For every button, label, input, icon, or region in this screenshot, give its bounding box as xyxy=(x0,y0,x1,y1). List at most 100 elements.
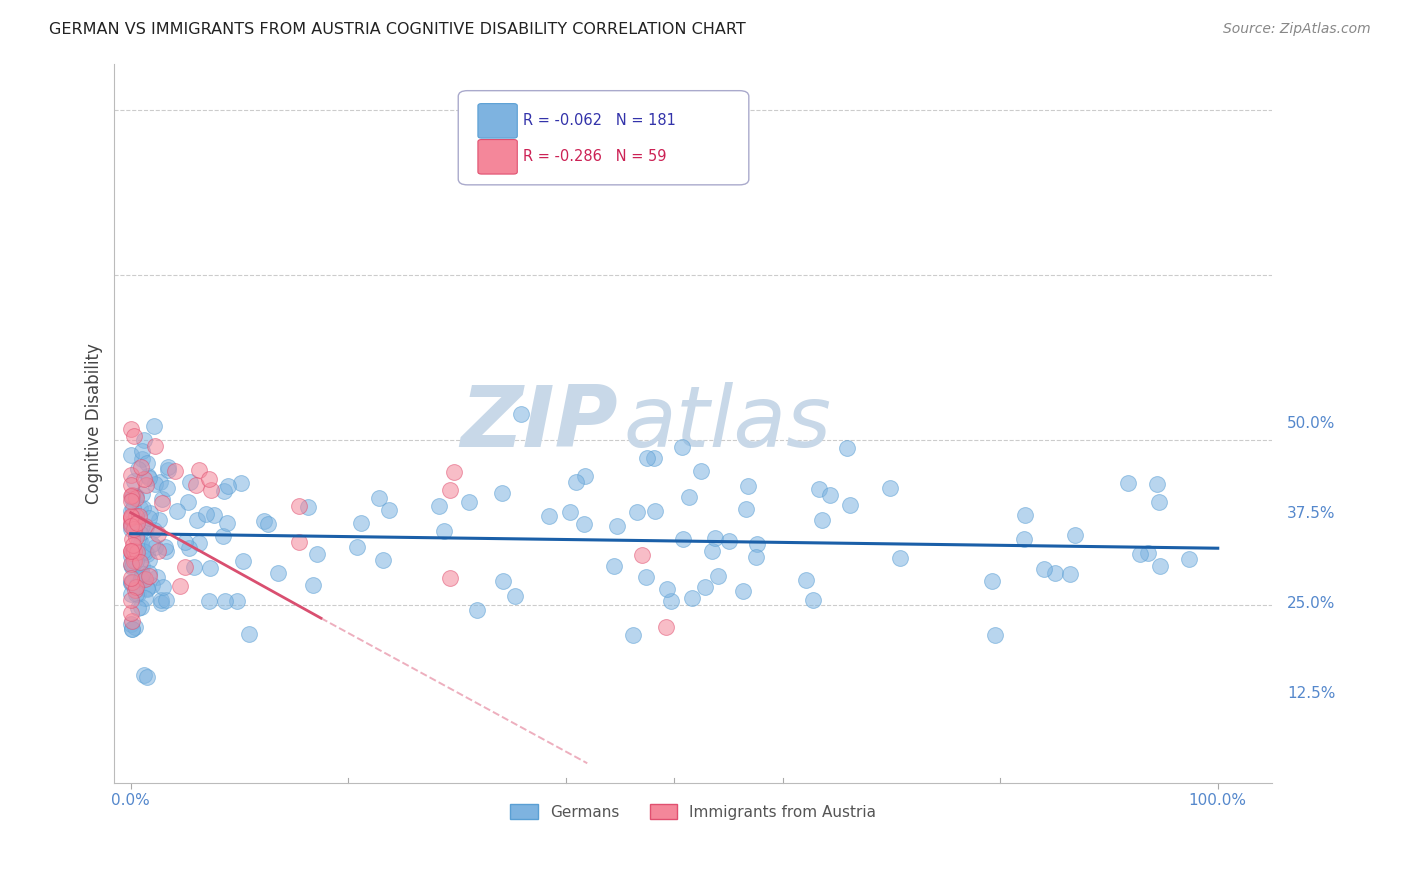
Point xyxy=(124,519,146,533)
Point xyxy=(143,524,166,538)
Point xyxy=(138,553,160,567)
Point xyxy=(131,559,153,574)
Point xyxy=(124,489,146,503)
Point xyxy=(574,468,596,483)
Point xyxy=(135,477,157,491)
Point xyxy=(129,526,152,541)
Point xyxy=(134,518,156,533)
Point xyxy=(139,506,162,520)
Point xyxy=(156,463,179,477)
Point xyxy=(125,545,148,559)
Point xyxy=(183,560,205,574)
Point xyxy=(131,487,153,501)
Point xyxy=(120,557,142,571)
Point xyxy=(146,544,169,558)
Point xyxy=(655,582,678,596)
Point xyxy=(120,448,142,462)
Point xyxy=(132,544,155,558)
Point xyxy=(121,615,143,629)
Point xyxy=(700,544,723,558)
Point xyxy=(288,534,311,549)
Point xyxy=(148,513,170,527)
Point xyxy=(980,574,1002,589)
Point xyxy=(143,439,166,453)
Point xyxy=(606,518,628,533)
Point xyxy=(131,567,153,582)
Point xyxy=(1116,475,1139,490)
Point xyxy=(177,494,200,508)
Point xyxy=(120,607,142,621)
Point xyxy=(120,489,142,503)
Point xyxy=(156,460,179,475)
Text: 25.0%: 25.0% xyxy=(1286,596,1336,611)
Point xyxy=(184,478,207,492)
Point xyxy=(138,569,160,583)
Point xyxy=(152,580,174,594)
Point xyxy=(492,574,515,589)
Point xyxy=(693,580,716,594)
Point xyxy=(120,544,142,558)
Point xyxy=(807,482,830,496)
Point xyxy=(704,531,727,545)
Point xyxy=(217,516,239,531)
Point xyxy=(138,511,160,525)
Point xyxy=(120,544,142,558)
Point xyxy=(120,518,142,533)
Text: R = -0.062   N = 181: R = -0.062 N = 181 xyxy=(523,112,676,128)
Point xyxy=(121,491,143,506)
Point xyxy=(143,541,166,555)
Point xyxy=(267,566,290,580)
Point xyxy=(672,532,695,546)
Point xyxy=(186,513,208,527)
Point xyxy=(177,541,200,556)
Point xyxy=(134,573,156,587)
Point xyxy=(134,472,156,486)
Point xyxy=(378,502,401,516)
Point xyxy=(745,549,768,564)
Point xyxy=(659,593,682,607)
Point xyxy=(1129,547,1152,561)
Point xyxy=(124,508,146,523)
Point xyxy=(132,668,155,682)
Point xyxy=(121,575,143,590)
Point xyxy=(349,516,371,531)
Point xyxy=(690,464,713,478)
Point xyxy=(681,591,703,606)
Point xyxy=(621,628,644,642)
Point xyxy=(150,496,173,510)
Point xyxy=(122,428,145,442)
Point xyxy=(179,475,201,489)
Point xyxy=(174,560,197,574)
Point xyxy=(297,500,319,514)
Point xyxy=(121,490,143,504)
Point xyxy=(136,547,159,561)
Point xyxy=(747,537,769,551)
Point xyxy=(187,462,209,476)
Point xyxy=(155,544,177,558)
Point xyxy=(214,483,236,498)
Point xyxy=(127,587,149,601)
Point xyxy=(636,570,658,584)
Point xyxy=(121,488,143,502)
Point xyxy=(165,464,187,478)
Point xyxy=(121,560,143,574)
Text: Source: ZipAtlas.com: Source: ZipAtlas.com xyxy=(1223,22,1371,37)
Point xyxy=(149,596,172,610)
Point xyxy=(141,578,163,592)
Point xyxy=(120,587,142,601)
Point xyxy=(735,502,758,516)
Point xyxy=(121,532,143,546)
Point xyxy=(125,489,148,503)
Point xyxy=(125,548,148,562)
Point xyxy=(134,545,156,559)
Point xyxy=(195,507,218,521)
Point xyxy=(214,594,236,608)
Point xyxy=(135,581,157,595)
Point xyxy=(1043,566,1066,581)
Point xyxy=(146,570,169,584)
Point xyxy=(121,501,143,516)
Point xyxy=(132,433,155,447)
Point xyxy=(129,599,152,614)
Point xyxy=(122,474,145,488)
Point xyxy=(120,468,142,483)
